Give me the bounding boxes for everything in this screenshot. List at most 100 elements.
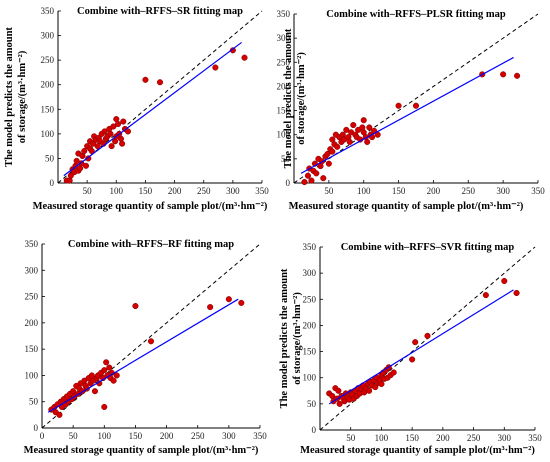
y-tick-label: 100 (25, 370, 39, 380)
data-point (73, 157, 80, 164)
data-point (119, 140, 126, 147)
data-point (335, 387, 342, 394)
y-tick-label: 250 (41, 55, 55, 65)
y-tick-label: 50 (45, 153, 55, 163)
y-tick-label: 250 (277, 57, 291, 67)
data-point (147, 338, 155, 345)
y-tick-label: 50 (29, 397, 39, 407)
data-point (101, 367, 108, 374)
data-point (132, 302, 139, 310)
data-point (70, 388, 77, 395)
data-point (513, 289, 520, 297)
y-tick-label: 0 (286, 178, 291, 188)
y-tick-label: 50 (281, 154, 291, 164)
x-tick-label: 300 (498, 433, 512, 443)
y-tick-label: 100 (277, 130, 291, 140)
data-point (66, 177, 73, 184)
data-point (107, 130, 114, 137)
data-point (229, 47, 236, 54)
y-tick-label: 350 (277, 9, 291, 19)
data-point (156, 79, 164, 86)
x-axis-label: Measured storage quantity of sample plot… (24, 445, 259, 456)
x-tick-label: 300 (222, 431, 236, 441)
x-tick-label: 200 (427, 186, 441, 196)
chart-panel-sr: 0 50 100 150 200 250 300 350 50 100 150 200 250 300 35… (0, 0, 275, 228)
x-tick-label: 100 (98, 431, 112, 441)
y-tick-label: 150 (41, 104, 55, 114)
data-point (378, 380, 385, 388)
data-point (77, 165, 84, 172)
scatter-plot-svg: 0 50 100 150 200 250 300 350 50 100 150 200 250 300 35… (4, 6, 269, 212)
y-tick-label: 350 (25, 239, 39, 249)
x-tick-label: 150 (129, 431, 143, 441)
data-point (372, 384, 379, 391)
x-tick-label: 50 (346, 433, 356, 443)
y-axis-label: The model predicts the amount (4, 27, 15, 167)
x-tick-label: 300 (226, 186, 240, 196)
y-tick-label: 100 (303, 373, 317, 383)
data-point (343, 126, 350, 133)
chart-title: Combine with–RFFS–SR fitting map (77, 6, 243, 17)
data-point (85, 155, 92, 162)
x-tick-label: 250 (467, 433, 481, 443)
data-point (325, 160, 332, 167)
fit-line (63, 41, 242, 177)
y-tick-label: 100 (41, 129, 55, 139)
x-tick-label: 100 (357, 186, 371, 196)
data-point (225, 296, 232, 303)
fit-line (47, 298, 239, 413)
data-point (81, 148, 88, 155)
data-point (346, 138, 353, 146)
data-point (329, 148, 336, 155)
fit-line (328, 289, 514, 405)
x-tick-label: 150 (392, 186, 406, 196)
y-tick-label: 150 (25, 344, 39, 354)
data-point (395, 102, 402, 109)
y-tick-label: 300 (303, 268, 317, 278)
x-tick-label: 200 (436, 433, 450, 443)
data-point (412, 102, 420, 109)
x-tick-label: 100 (375, 433, 389, 443)
data-point (360, 117, 367, 124)
x-tick-label: 50 (83, 186, 93, 196)
chart-panel-plsr: 0 50 100 150 200 250 300 350 50 100 150 200 250 300 35… (275, 0, 550, 228)
y-tick-label: 350 (303, 242, 317, 252)
x-tick-label: 100 (110, 186, 124, 196)
data-point (424, 332, 431, 339)
data-point (103, 359, 110, 366)
data-point (113, 372, 120, 379)
data-point (501, 277, 508, 285)
data-point (350, 122, 357, 129)
y-tick-label: 350 (41, 6, 55, 16)
x-tick-label: 350 (253, 431, 267, 441)
data-point (241, 54, 248, 61)
y-tick-label: 300 (25, 265, 39, 275)
data-point (336, 400, 343, 407)
data-point (304, 172, 311, 179)
y-tick-label: 200 (303, 320, 317, 330)
y-axis-label: The model predicts the amount (283, 28, 294, 168)
x-tick-label: 300 (496, 186, 510, 196)
x-axis-label: Measured storage quantity of sample plot… (300, 445, 535, 456)
data-point (124, 128, 131, 135)
chart-title: Combine with–RFFS–PLSR fitting map (326, 9, 506, 20)
data-point (88, 148, 95, 155)
x-tick-label: 150 (139, 186, 153, 196)
data-point (101, 128, 108, 135)
data-point (320, 175, 327, 182)
scatter-plot-svg: 0 50 100 150 200 250 300 350 50 100 150 200 250 300 35… (279, 242, 542, 456)
data-point (308, 177, 315, 184)
data-point (142, 76, 149, 83)
x-tick-label: 200 (160, 431, 174, 441)
data-point (82, 162, 90, 169)
y-tick-label: 0 (50, 178, 55, 188)
data-point (301, 178, 308, 186)
data-point (101, 403, 108, 411)
scatter-plot-svg: 0 50 100 150 200 250 300 350 50 100 150 200 250 300 35… (277, 9, 546, 212)
x-tick-label: 0 (40, 431, 45, 441)
y-axis-label: of storage/(m³·hm⁻²) (17, 50, 28, 143)
data-point (114, 120, 122, 128)
data-point (108, 143, 115, 150)
data-point (482, 292, 489, 299)
data-point (110, 123, 117, 130)
